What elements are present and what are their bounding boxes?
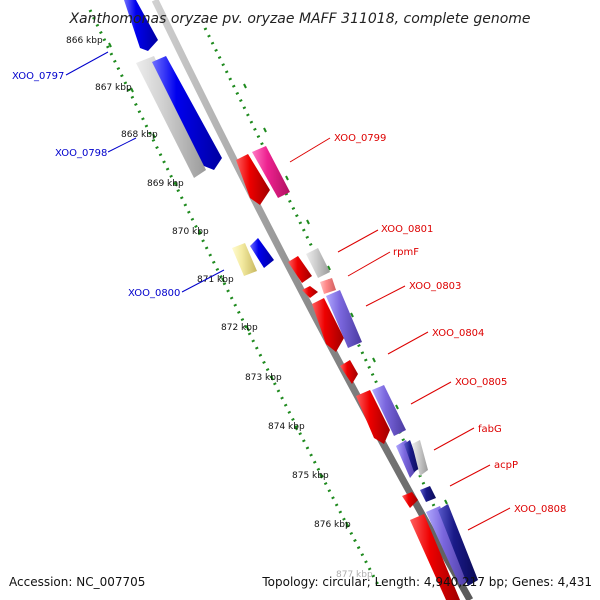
gene-label-xoo-0797[interactable]: XOO_0797 (12, 71, 64, 82)
gene-label-xoo-0798[interactable]: XOO_0798 (55, 148, 107, 159)
ruler-track-inner (88, 9, 380, 586)
gene-label-xoo-0801[interactable]: XOO_0801 (381, 224, 433, 235)
gene-xoo-0798-arrow[interactable] (136, 56, 206, 178)
gene-label-acpp[interactable]: acpP (494, 460, 518, 471)
gene-fabg-gray[interactable] (412, 440, 428, 476)
gene-xoo-0808-navy[interactable] (438, 504, 478, 586)
accession-text: Accession: NC_007705 (9, 575, 145, 589)
gene-xoo-0801-arrow[interactable] (288, 256, 312, 283)
kbp-label: 874 kbp (268, 422, 305, 432)
gene-xoo-0805-purple[interactable] (372, 385, 406, 436)
gene-xoo-0799-pink-arrow[interactable] (252, 146, 290, 198)
genome-summary-text: Topology: circular; Length: 4,940,217 bp… (261, 575, 592, 589)
gene-xoo-0797-arrow[interactable] (152, 56, 222, 170)
kbp-label: 868 kbp (121, 130, 158, 140)
map-title: Xanthomonas oryzae pv. oryzae MAFF 31101… (68, 11, 530, 27)
gene-xoo-0796-arrow[interactable] (124, 0, 158, 51)
kbp-label: 872 kbp (221, 323, 258, 333)
kbp-label: 875 kbp (292, 471, 329, 481)
gene-xoo-0799-red-arrow[interactable] (236, 154, 270, 205)
kbp-label: 877 kbp (336, 570, 373, 580)
gene-fabg-arrow[interactable] (396, 440, 418, 478)
gene-xoo-0804-arrow[interactable] (340, 360, 358, 384)
gene-rpmf-salmon[interactable] (320, 278, 336, 294)
ruler-ticks (108, 42, 448, 527)
kbp-label: 866 kbp (66, 36, 103, 46)
gene-label-xoo-0803[interactable]: XOO_0803 (409, 281, 461, 292)
forward-strand-genes (124, 0, 274, 276)
genome-backbone (151, 0, 474, 600)
gene-xoo-0805-arrow[interactable] (356, 390, 390, 444)
forward-gene-labels: XOO_0797 XOO_0798 XOO_0800 (12, 71, 180, 299)
gene-xoo-0801-gray[interactable] (306, 248, 330, 278)
gene-label-rpmf[interactable]: rpmF (393, 247, 419, 258)
gene-rpmf-arrow[interactable] (302, 286, 318, 298)
kbp-label: 871 kbp (197, 275, 234, 285)
gene-acpp-navy[interactable] (420, 486, 436, 502)
ruler-labels: 866 kbp 867 kbp 868 kbp 869 kbp 870 kbp … (66, 36, 373, 580)
gene-fabg-navy[interactable] (404, 440, 420, 472)
reverse-strand-genes (236, 146, 478, 600)
gene-label-xoo-0804[interactable]: XOO_0804 (432, 328, 484, 339)
gene-xoo-0803-arrow[interactable] (312, 298, 344, 352)
gene-xoo-0800-yellow[interactable] (232, 243, 257, 276)
gene-label-xoo-0805[interactable]: XOO_0805 (455, 377, 507, 388)
gene-acpp-arrow[interactable] (402, 492, 418, 508)
kbp-label: 869 kbp (147, 179, 184, 189)
leader-lines (65, 51, 511, 531)
reverse-gene-labels: XOO_0799 XOO_0801 rpmF XOO_0803 XOO_0804… (334, 133, 566, 515)
kbp-label: 876 kbp (314, 520, 351, 530)
kbp-label: 870 kbp (172, 227, 209, 237)
gene-xoo-0800-arrow[interactable] (250, 238, 274, 268)
gene-label-fabg[interactable]: fabG (478, 424, 502, 435)
kbp-label: 873 kbp (245, 373, 282, 383)
gene-label-xoo-0799[interactable]: XOO_0799 (334, 133, 386, 144)
gene-label-xoo-0800[interactable]: XOO_0800 (128, 288, 180, 299)
gene-xoo-0803-purple[interactable] (326, 290, 362, 348)
gene-xoo-0808-purple[interactable] (426, 506, 470, 586)
gene-xoo-0808-arrow[interactable] (410, 514, 460, 600)
kbp-label: 867 kbp (95, 83, 132, 93)
gene-label-xoo-0808[interactable]: XOO_0808 (514, 504, 566, 515)
